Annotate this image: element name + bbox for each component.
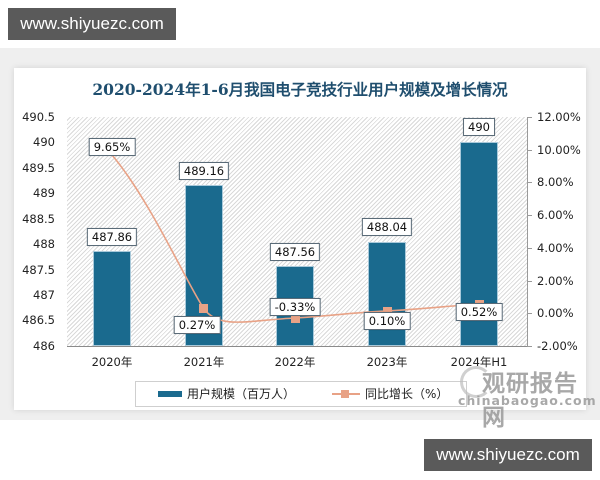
bar-2023 [368,242,406,346]
bar-value-label: 487.86 [86,228,138,246]
right-axis-tick: 4.00% [537,241,574,255]
bar-value-label: 490 [463,118,495,136]
left-axis-tick: 488 [33,237,55,251]
right-axis-tick: 6.00% [537,208,574,222]
bar-value-label: 489.16 [178,162,230,180]
legend-item-users: 用户规模（百万人） [158,385,295,402]
right-axis-tick: 8.00% [537,175,574,189]
x-axis-label: 2021年 [183,355,225,369]
right-axis-tick: 2.00% [537,274,574,288]
right-axis-line [527,117,528,346]
chart-title: 2020-2024年1-6月我国电子竞技行业用户规模及增长情况 [92,80,508,99]
left-axis-tick: 488.5 [22,212,55,226]
line-marker-swatch-icon [332,389,360,399]
x-axis-label: 2024年H1 [450,355,508,369]
left-axis-tick: 486.5 [22,313,55,327]
growth-value-label: -0.33% [269,298,321,316]
left-axis-tick: 490 [33,135,55,149]
left-axis-tick: 486 [33,339,55,353]
left-axis-tick: 487.5 [22,263,55,277]
right-axis-tickmark [527,248,532,249]
bar-2020 [93,251,131,346]
logo-swirl-icon [460,366,492,398]
right-axis-tickmark [527,117,532,118]
x-axis-label: 2023年 [366,355,408,369]
right-axis-tickmark [527,215,532,216]
left-axis-tick: 489 [33,186,55,200]
right-axis-tickmark [527,150,532,151]
bar-value-label: 488.04 [361,218,413,236]
legend-item-growth: 同比增长（%） [332,385,448,402]
right-axis-tickmark [527,346,532,347]
x-axis-line [67,346,527,347]
right-axis-tick: -2.00% [537,339,578,353]
chart-legend: 用户规模（百万人） 同比增长（%） [135,381,467,407]
watermark-bottom: www.shiyuezc.com [424,439,592,471]
logo-text-cn: 观研报告网 [482,371,578,431]
watermark-top: www.shiyuezc.com [8,8,176,40]
right-axis-tickmark [527,281,532,282]
left-axis-tick: 489.5 [22,161,55,175]
right-axis-tickmark [527,313,532,314]
growth-value-label: 9.65% [88,138,136,156]
x-axis-label: 2022年 [274,355,316,369]
bar-value-label: 487.56 [269,243,321,261]
legend-label: 用户规模（百万人） [187,387,296,401]
right-axis-tick: 12.00% [537,110,581,124]
left-axis-tick: 487 [33,288,55,302]
left-axis-tick: 490.5 [22,110,55,124]
bar-swatch-icon [158,390,182,397]
growth-value-label: 0.52% [455,303,503,321]
legend-label: 同比增长（%） [365,387,449,401]
right-axis-tick: 10.00% [537,143,581,157]
right-axis-tick: 0.00% [537,306,574,320]
growth-value-label: 0.10% [363,312,411,330]
source-logo: 观研报告网 chinabaogao.com [458,364,596,431]
x-axis-label: 2020年 [91,355,133,369]
logo-text-en: chinabaogao.com [458,393,597,408]
growth-value-label: 0.27% [173,316,221,334]
right-axis-tickmark [527,182,532,183]
